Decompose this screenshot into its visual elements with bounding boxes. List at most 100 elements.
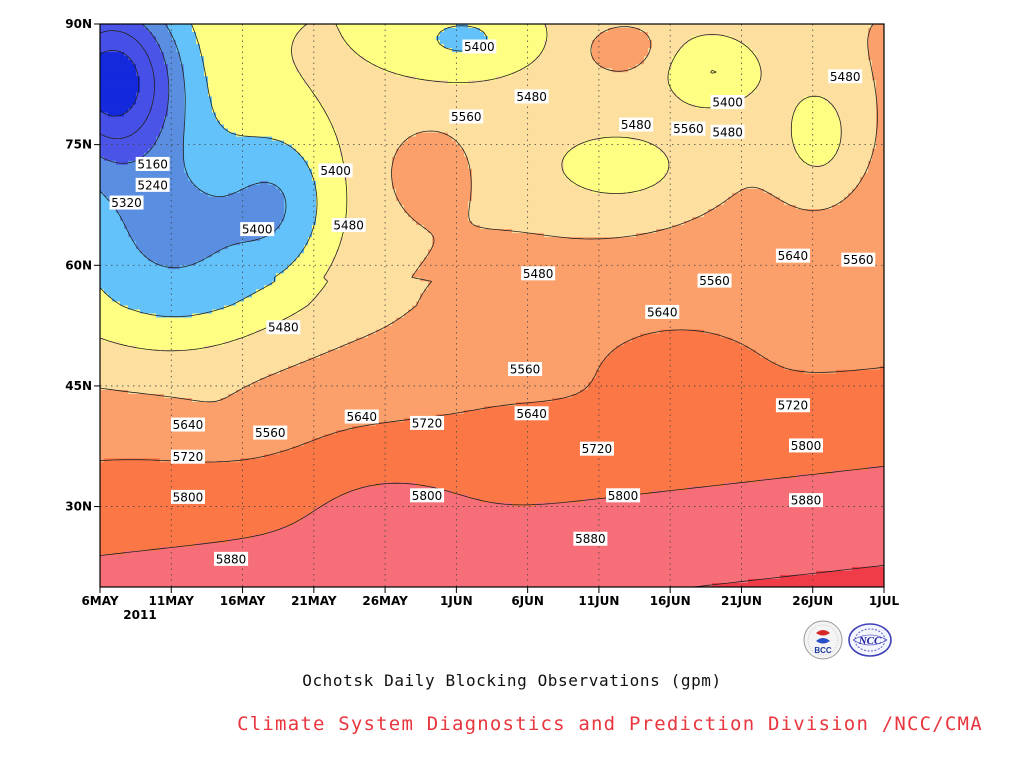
contour-cell <box>840 108 845 114</box>
contour-cell <box>592 44 597 49</box>
contour-cell <box>436 92 441 97</box>
contour-cell <box>428 104 433 110</box>
contour-cell <box>708 28 713 33</box>
contour-cell <box>208 108 213 114</box>
contour-cell <box>328 120 333 126</box>
contour-cell <box>348 80 353 85</box>
contour-cell <box>832 112 837 118</box>
contour-cell <box>228 120 233 126</box>
contour-cell <box>336 24 341 29</box>
contour-cell <box>196 116 201 122</box>
contour-cell <box>560 24 565 29</box>
contour-cell <box>332 40 337 45</box>
contour-cell <box>824 76 829 81</box>
contour-cell <box>380 84 385 89</box>
contour-cell <box>736 40 741 45</box>
contour-cell <box>188 104 193 110</box>
contour-cell <box>232 116 237 122</box>
contour-cell <box>212 104 217 110</box>
contour-cell <box>508 60 513 65</box>
contour-cell <box>312 124 317 130</box>
contour-cell <box>244 40 249 45</box>
contour-cell <box>740 44 745 49</box>
contour-cell <box>572 84 577 89</box>
contour-cell <box>604 56 609 61</box>
contour-cell <box>476 64 481 69</box>
contour-cell <box>864 28 869 33</box>
contour-cell <box>716 44 721 49</box>
contour-cell <box>500 80 505 85</box>
contour-cell <box>660 68 665 73</box>
contour-cell <box>624 44 629 49</box>
contour-cell <box>856 28 861 33</box>
contour-cell <box>768 80 773 85</box>
contour-cell <box>144 28 149 33</box>
contour-cell <box>748 104 753 110</box>
contour-cell <box>568 112 573 118</box>
contour-cell <box>772 28 777 33</box>
contour-cell <box>700 88 705 93</box>
contour-cell <box>148 80 153 85</box>
contour-cell <box>268 44 273 49</box>
contour-cell <box>764 76 769 81</box>
contour-cell <box>384 112 389 118</box>
contour-cell <box>268 92 273 97</box>
contour-cell <box>312 108 317 114</box>
contour-cell <box>164 40 169 45</box>
contour-cell <box>404 100 409 106</box>
contour-cell <box>104 44 109 49</box>
contour-cell <box>232 108 237 114</box>
contour-cell <box>672 112 677 118</box>
contour-cell <box>392 68 397 73</box>
contour-cell <box>116 44 121 49</box>
contour-cell <box>608 32 613 37</box>
contour-cell <box>764 112 769 118</box>
contour-cell <box>632 96 637 102</box>
contour-cell <box>372 56 377 61</box>
contour-cell <box>224 40 229 45</box>
contour-cell <box>148 24 153 29</box>
contour-cell <box>576 48 581 53</box>
contour-cell <box>248 92 253 97</box>
contour-cell <box>324 32 329 37</box>
contour-cell <box>536 116 541 122</box>
contour-cell <box>284 92 289 97</box>
contour-cell <box>724 56 729 61</box>
contour-cell <box>440 68 445 73</box>
contour-cell <box>528 80 533 85</box>
contour-cell <box>468 68 473 73</box>
contour-cell <box>212 88 217 93</box>
contour-cell <box>616 80 621 85</box>
contour-cell <box>636 24 641 29</box>
contour-cell <box>568 96 573 102</box>
contour-cell <box>432 32 437 37</box>
contour-cell <box>296 44 301 49</box>
contour-cell <box>736 84 741 89</box>
contour-cell <box>820 80 825 85</box>
contour-cell <box>292 28 297 33</box>
contour-cell <box>880 100 884 106</box>
contour-cell <box>216 32 221 37</box>
contour-cell <box>792 60 797 65</box>
contour-cell <box>144 72 149 77</box>
contour-cell <box>168 56 173 61</box>
contour-cell <box>504 40 509 45</box>
contour-cell <box>284 48 289 53</box>
contour-cell <box>632 80 637 85</box>
contour-cell <box>200 60 205 65</box>
contour-cell <box>856 108 861 114</box>
contour-cell <box>800 56 805 61</box>
contour-cell <box>708 40 713 45</box>
contour-cell <box>868 24 873 29</box>
contour-cell <box>552 92 557 97</box>
contour-cell <box>156 92 161 97</box>
contour-cell <box>660 28 665 33</box>
contour-cell <box>688 32 693 37</box>
contour-cell <box>432 68 437 73</box>
contour-cell <box>724 112 729 118</box>
contour-cell <box>128 124 133 130</box>
contour-cell <box>632 100 637 106</box>
contour-cell <box>448 40 453 45</box>
contour-cell <box>800 96 805 102</box>
contour-cell <box>836 44 841 49</box>
